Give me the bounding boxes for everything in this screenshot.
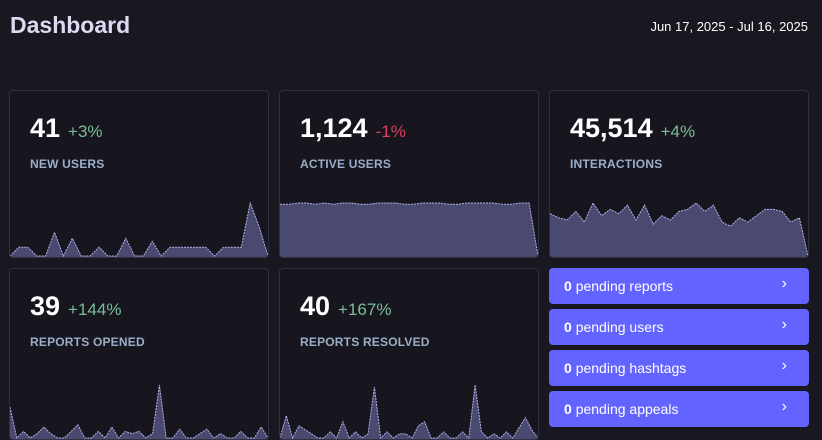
- metric-value: 40: [300, 291, 331, 321]
- pending-count: 0: [564, 319, 572, 335]
- metric-delta: +144%: [68, 300, 122, 319]
- sparkline-new-users: [10, 201, 268, 257]
- metric-label: REPORTS OPENED: [30, 335, 145, 349]
- chevron-right-icon: ›: [781, 275, 787, 292]
- metric-delta: +3%: [68, 122, 103, 141]
- metric-delta: +167%: [338, 300, 392, 319]
- metric-card-reports-resolved: 40 +167% REPORTS RESOLVED: [279, 268, 539, 440]
- pending-appeals-button[interactable]: 0 pending appeals ›: [549, 391, 809, 427]
- sparkline-area: [10, 385, 268, 439]
- pending-reports-button[interactable]: 0 pending reports ›: [549, 268, 809, 304]
- metric-delta: +4%: [660, 122, 696, 141]
- metric-label: NEW USERS: [30, 157, 105, 171]
- pending-count: 0: [564, 401, 572, 417]
- chevron-right-icon: ›: [781, 398, 787, 415]
- sparkline-reports-resolved: [280, 384, 538, 439]
- sparkline-area: [280, 385, 538, 439]
- metric-card-active-users: 1,124 -1% ACTIVE USERS: [279, 90, 539, 258]
- metric-value: 41: [30, 113, 61, 143]
- date-range: Jun 17, 2025 - Jul 16, 2025: [650, 19, 808, 34]
- chevron-right-icon: ›: [781, 357, 787, 374]
- pending-count: 0: [564, 278, 572, 294]
- metric-value-row: 45,514 +4%: [570, 113, 695, 144]
- metric-label: INTERACTIONS: [570, 157, 663, 171]
- chevron-right-icon: ›: [781, 316, 787, 333]
- pending-label: pending hashtags: [575, 360, 687, 376]
- metric-value: 1,124: [300, 113, 368, 143]
- metric-value-row: 41 +3%: [30, 113, 103, 144]
- pending-label: pending appeals: [575, 401, 679, 417]
- metric-card-new-users: 41 +3% NEW USERS: [9, 90, 269, 258]
- metric-delta: -1%: [375, 122, 406, 141]
- page-title: Dashboard: [10, 12, 131, 38]
- metric-value-row: 39 +144%: [30, 291, 121, 322]
- sparkline-interactions: [550, 201, 808, 257]
- pending-label: pending users: [575, 319, 664, 335]
- sparkline-reports-opened: [10, 384, 268, 439]
- metric-label: REPORTS RESOLVED: [300, 335, 430, 349]
- pending-users-button[interactable]: 0 pending users ›: [549, 309, 809, 345]
- sparkline-area: [10, 203, 268, 257]
- metric-value: 45,514: [570, 113, 653, 143]
- pending-count: 0: [564, 360, 572, 376]
- sparkline-line: [550, 201, 808, 257]
- sparkline-line: [10, 384, 268, 439]
- metric-value-row: 1,124 -1%: [300, 113, 406, 144]
- sparkline-line: [10, 201, 268, 257]
- metric-card-interactions: 45,514 +4% INTERACTIONS: [549, 90, 809, 258]
- pending-hashtags-button[interactable]: 0 pending hashtags ›: [549, 350, 809, 386]
- sparkline-active-users: [280, 202, 538, 257]
- metric-card-reports-opened: 39 +144% REPORTS OPENED: [9, 268, 269, 440]
- metric-value: 39: [30, 291, 61, 321]
- sparkline-area: [280, 203, 538, 257]
- metric-label: ACTIVE USERS: [300, 157, 392, 171]
- sparkline-line: [280, 384, 538, 439]
- sparkline-area: [550, 203, 808, 257]
- pending-label: pending reports: [575, 278, 673, 294]
- sparkline-line: [280, 202, 538, 257]
- metric-value-row: 40 +167%: [300, 291, 391, 322]
